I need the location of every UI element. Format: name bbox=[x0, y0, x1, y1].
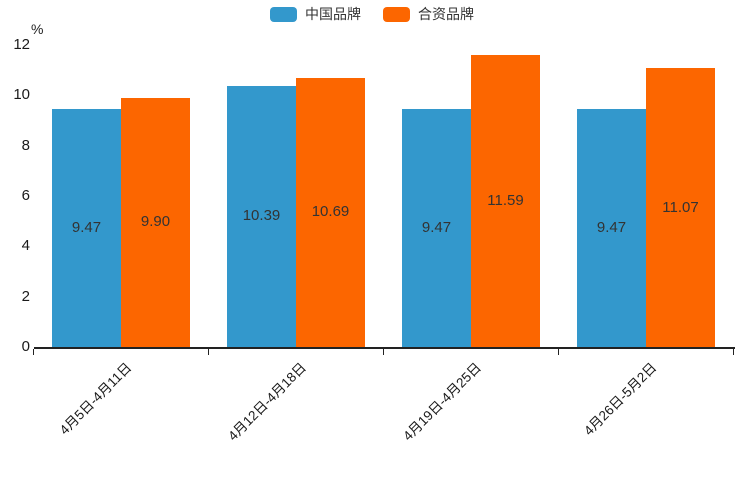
legend-item-label: 合资品牌 bbox=[418, 6, 474, 22]
x-axis-tick bbox=[32, 349, 35, 355]
bar-value-label: 9.47 bbox=[421, 218, 452, 236]
bar-value-label: 11.07 bbox=[662, 198, 699, 216]
bar-合资品牌-1 bbox=[296, 77, 365, 347]
y-tick-label: 8 bbox=[21, 136, 30, 154]
y-tick-label: 4 bbox=[21, 237, 30, 255]
legend-swatch-icon bbox=[383, 7, 410, 22]
bar-合资品牌-2 bbox=[471, 55, 540, 347]
y-axis-unit-label: % bbox=[31, 21, 44, 37]
x-axis-tick bbox=[557, 349, 560, 355]
legend-swatch-icon bbox=[270, 7, 297, 22]
x-axis-tick bbox=[207, 349, 210, 355]
x-axis-tick bbox=[732, 349, 735, 355]
y-tick-label: 12 bbox=[13, 36, 30, 53]
legend-item-1[interactable]: 合资品牌 bbox=[383, 7, 474, 22]
bar-value-label: 11.59 bbox=[487, 192, 524, 210]
y-tick-label: 2 bbox=[21, 287, 30, 305]
bar-value-label: 10.39 bbox=[242, 207, 281, 225]
bar-中国品牌-2 bbox=[402, 108, 471, 347]
bar-value-label: 9.90 bbox=[140, 213, 171, 231]
bar-value-label: 9.47 bbox=[71, 218, 102, 236]
legend-item-label: 中国品牌 bbox=[305, 6, 361, 22]
legend: 中国品牌 合资品牌 bbox=[0, 7, 744, 22]
x-tick-label-3: 4月26日-5月2日 bbox=[580, 359, 660, 439]
legend-item-0[interactable]: 中国品牌 bbox=[270, 7, 361, 22]
bar-中国品牌-0 bbox=[52, 108, 121, 347]
bar-合资品牌-3 bbox=[646, 68, 715, 347]
x-tick-label-0: 4月5日-4月11日 bbox=[56, 359, 135, 438]
bar-合资品牌-0 bbox=[121, 97, 190, 347]
bar-中国品牌-1 bbox=[227, 85, 296, 347]
bar-value-label: 9.47 bbox=[596, 218, 627, 236]
y-tick-label: 0 bbox=[21, 338, 30, 355]
y-tick-label: 6 bbox=[21, 187, 30, 204]
x-tick-label-1: 4月12日-4月18日 bbox=[225, 359, 310, 444]
x-axis-tick bbox=[382, 349, 385, 355]
bar-中国品牌-3 bbox=[577, 108, 646, 347]
x-tick-label-2: 4月19日-4月25日 bbox=[400, 359, 485, 444]
x-axis-line bbox=[33, 347, 735, 349]
y-tick-label: 10 bbox=[13, 86, 30, 104]
bar-value-label: 10.69 bbox=[311, 203, 350, 221]
